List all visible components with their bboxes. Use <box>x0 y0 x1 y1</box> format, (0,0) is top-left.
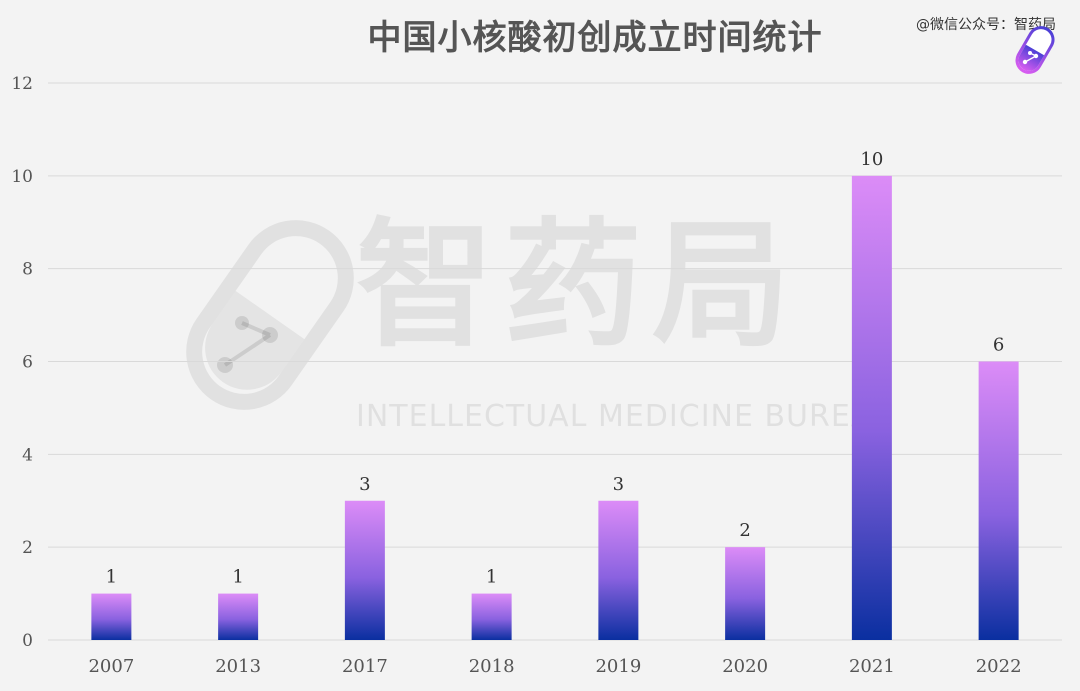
y-tick-label: 4 <box>22 445 33 465</box>
bar-2018 <box>471 593 512 640</box>
data-label-2018: 1 <box>486 567 497 588</box>
x-tick-label: 2021 <box>849 656 895 677</box>
bar-2013 <box>218 593 259 640</box>
y-tick-label: 10 <box>11 167 33 187</box>
x-tick-label: 2013 <box>215 656 261 677</box>
x-tick-label: 2019 <box>595 656 641 677</box>
data-label-2020: 2 <box>739 520 750 541</box>
pill-logo-icon <box>1015 26 1055 74</box>
y-axis-tick-labels: 0 2 4 6 8 10 12 <box>11 74 33 651</box>
x-tick-label: 2018 <box>469 656 515 677</box>
y-tick-label: 0 <box>22 631 33 651</box>
bar-2022 <box>978 361 1019 640</box>
watermark-en-text: INTELLECTUAL MEDICINE BUREAU <box>356 399 896 434</box>
bar-2020 <box>725 547 766 640</box>
chart-title: 中国小核酸初创成立时间统计 <box>367 18 823 58</box>
bar-2019 <box>598 500 639 640</box>
pill-watermark-icon <box>186 220 354 410</box>
x-tick-label: 2020 <box>722 656 768 677</box>
x-axis-tick-labels: 2007 2013 2017 2018 2019 2020 2021 2022 <box>88 656 1021 677</box>
data-label-2021: 10 <box>860 149 883 170</box>
y-tick-label: 12 <box>11 74 33 94</box>
data-label-2007: 1 <box>106 567 117 588</box>
watermark: 智药局 INTELLECTUAL MEDICINE BUREAU <box>180 205 894 445</box>
bar-2021 <box>851 175 892 641</box>
x-tick-label: 2022 <box>976 656 1022 677</box>
watermark-cn-text: 智药局 <box>356 205 801 366</box>
gridlines <box>48 82 1062 641</box>
bar-2007 <box>91 593 132 640</box>
data-labels: 1 1 3 1 3 2 10 6 <box>106 149 1005 588</box>
data-label-2019: 3 <box>613 474 624 495</box>
data-label-2022: 6 <box>993 335 1004 356</box>
y-tick-label: 8 <box>22 260 33 280</box>
x-tick-label: 2017 <box>342 656 388 677</box>
source-credit: @微信公众号：智药局 <box>916 17 1056 33</box>
x-tick-label: 2007 <box>88 656 134 677</box>
data-label-2017: 3 <box>359 474 370 495</box>
y-tick-label: 6 <box>22 353 33 373</box>
bars <box>91 175 1019 641</box>
bar-2017 <box>344 500 385 640</box>
y-tick-label: 2 <box>22 538 33 558</box>
data-label-2013: 1 <box>232 567 243 588</box>
